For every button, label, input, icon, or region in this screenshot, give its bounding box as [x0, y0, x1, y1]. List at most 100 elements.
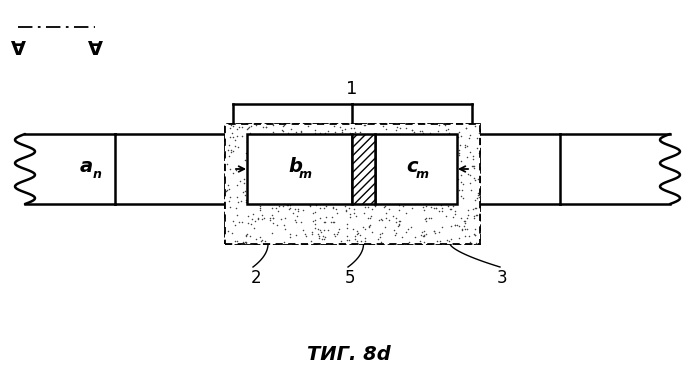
Point	[239, 238, 251, 244]
Point	[403, 239, 415, 245]
Point	[283, 129, 294, 136]
Point	[267, 230, 278, 236]
Point	[373, 236, 384, 242]
Point	[352, 168, 363, 175]
Point	[262, 199, 274, 205]
Point	[445, 223, 456, 229]
Point	[396, 146, 407, 152]
Point	[232, 199, 244, 205]
Point	[325, 151, 336, 157]
Point	[449, 159, 460, 165]
Point	[431, 205, 442, 211]
Point	[422, 152, 433, 158]
Point	[290, 232, 302, 238]
Point	[260, 156, 271, 162]
Point	[294, 142, 305, 148]
Point	[378, 204, 389, 210]
Point	[424, 193, 435, 199]
Point	[254, 233, 265, 240]
Point	[464, 180, 475, 186]
Point	[433, 128, 444, 134]
Point	[330, 183, 341, 189]
Point	[419, 183, 430, 189]
Point	[341, 139, 352, 145]
Point	[394, 207, 405, 213]
Point	[450, 159, 461, 165]
Point	[351, 177, 362, 183]
Point	[359, 238, 371, 244]
Point	[255, 205, 266, 211]
Point	[453, 235, 464, 241]
Point	[232, 212, 243, 218]
Point	[283, 186, 295, 192]
Point	[445, 138, 456, 144]
Point	[341, 221, 352, 227]
Point	[247, 134, 258, 140]
Point	[355, 185, 366, 191]
Point	[456, 186, 467, 193]
Point	[467, 153, 478, 159]
Point	[229, 138, 240, 144]
Point	[304, 180, 315, 186]
Point	[267, 128, 279, 134]
Point	[385, 198, 396, 204]
Point	[433, 139, 445, 146]
Point	[344, 180, 355, 186]
Point	[230, 142, 241, 149]
Point	[417, 130, 429, 136]
Point	[389, 168, 401, 174]
Point	[440, 127, 452, 133]
Point	[392, 123, 403, 129]
Point	[430, 196, 441, 202]
Point	[279, 222, 290, 228]
Point	[240, 240, 251, 246]
Point	[437, 205, 448, 211]
Point	[244, 124, 255, 130]
Point	[343, 206, 355, 212]
Point	[310, 166, 321, 172]
Point	[435, 134, 446, 141]
Point	[315, 205, 326, 211]
Point	[373, 178, 384, 185]
Point	[470, 177, 481, 183]
Point	[341, 209, 352, 215]
Point	[350, 179, 361, 185]
Point	[319, 192, 330, 198]
Point	[315, 228, 327, 235]
Point	[333, 186, 344, 192]
Point	[244, 130, 255, 136]
Point	[411, 195, 422, 201]
Point	[375, 139, 386, 145]
Point	[288, 166, 299, 172]
Point	[325, 181, 336, 187]
Point	[306, 153, 317, 159]
Point	[354, 154, 365, 160]
Point	[276, 168, 287, 175]
Point	[445, 206, 456, 212]
Point	[269, 186, 281, 193]
Point	[341, 225, 352, 231]
Point	[430, 167, 441, 173]
Point	[394, 222, 405, 228]
Point	[309, 130, 320, 136]
Point	[316, 236, 327, 243]
Point	[225, 122, 237, 128]
Point	[227, 218, 238, 224]
Point	[472, 194, 483, 201]
Point	[226, 230, 237, 236]
Point	[320, 203, 332, 209]
Point	[405, 224, 416, 230]
Text: 3: 3	[497, 269, 507, 287]
Point	[336, 134, 347, 140]
Point	[403, 195, 414, 201]
Point	[290, 129, 302, 135]
Point	[242, 125, 253, 131]
Point	[384, 206, 395, 212]
Point	[304, 202, 315, 209]
Point	[409, 161, 420, 167]
Point	[443, 167, 454, 173]
Point	[418, 228, 429, 234]
Point	[320, 130, 331, 136]
Point	[453, 150, 464, 156]
Point	[255, 145, 266, 151]
